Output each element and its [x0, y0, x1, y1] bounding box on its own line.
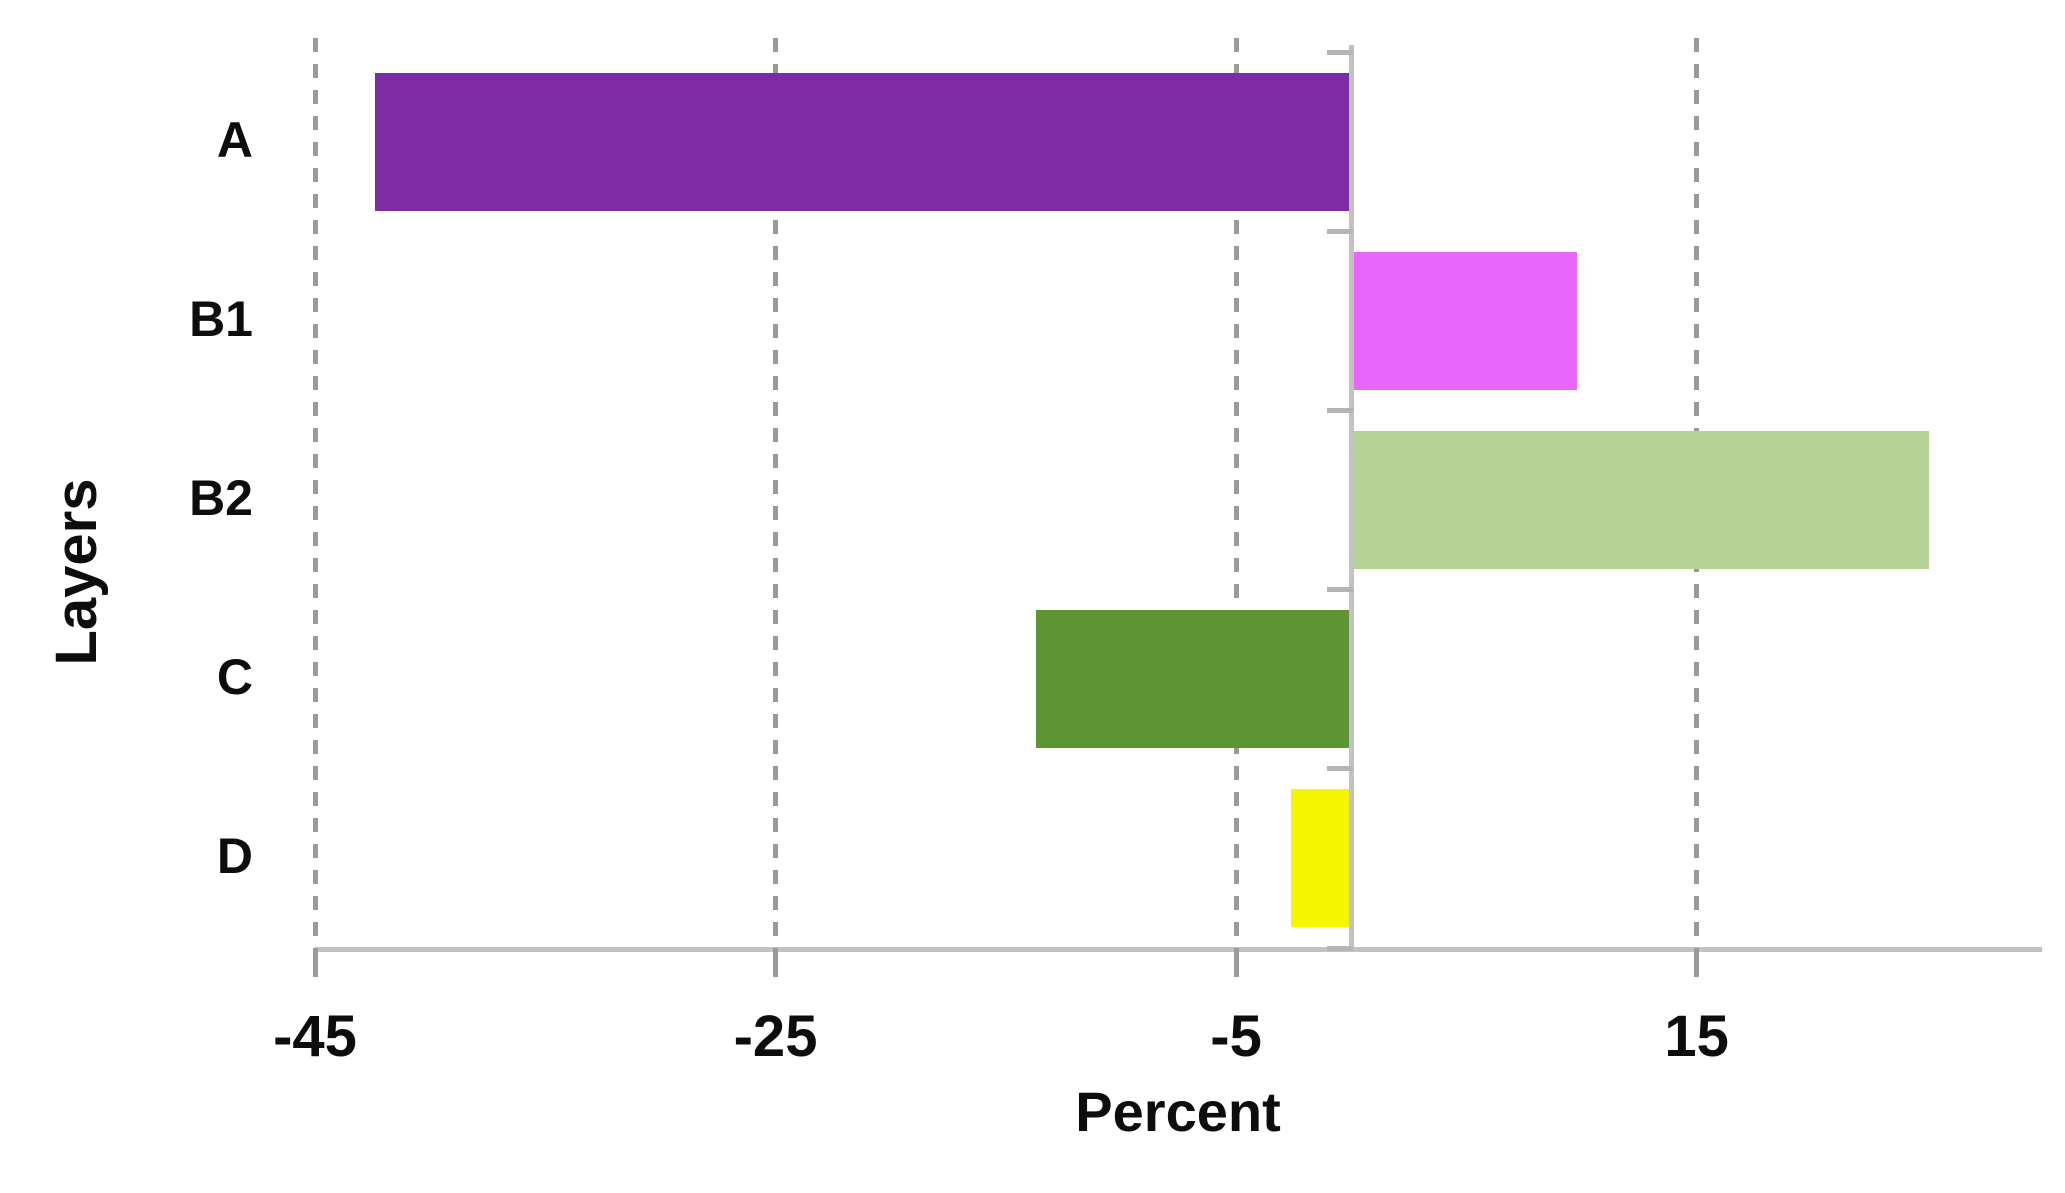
bar-c — [1035, 610, 1352, 749]
gridline-neg5 — [1233, 38, 1239, 948]
category-label-b1: B1 — [189, 290, 253, 347]
zero-axis-line — [1348, 45, 1354, 952]
x-tick-label-neg45: -45 — [273, 1004, 357, 1069]
gridline-neg45 — [312, 38, 318, 948]
bar-b2 — [1351, 431, 1930, 569]
x-tick-label-neg25: -25 — [733, 1004, 818, 1069]
gridline-neg25 — [773, 38, 779, 948]
y-boundary-tick-5 — [1327, 945, 1354, 951]
bar-d — [1291, 789, 1352, 928]
x-tick-neg25 — [773, 948, 779, 977]
category-label-b2: B2 — [189, 470, 253, 526]
bar-b1 — [1351, 251, 1577, 390]
x-tick-neg45 — [312, 948, 318, 977]
x-axis-line — [315, 947, 2042, 952]
y-boundary-tick-0 — [1327, 49, 1354, 55]
category-label-a: A — [216, 111, 253, 168]
y-boundary-tick-4 — [1327, 766, 1354, 772]
category-label-d: D — [216, 828, 253, 885]
category-label-c: C — [216, 649, 253, 706]
y-axis-title: Layers — [44, 478, 109, 666]
y-boundary-tick-2 — [1327, 407, 1354, 413]
x-tick-label-neg5: -5 — [1210, 1004, 1262, 1069]
y-boundary-tick-3 — [1327, 587, 1354, 593]
x-axis-title: Percent — [1075, 1080, 1281, 1143]
x-tick-15 — [1694, 948, 1700, 977]
x-tick-neg5 — [1233, 948, 1239, 977]
x-tick-label-15: 15 — [1664, 1004, 1729, 1069]
y-boundary-tick-1 — [1327, 228, 1354, 234]
bar-a — [374, 72, 1352, 211]
